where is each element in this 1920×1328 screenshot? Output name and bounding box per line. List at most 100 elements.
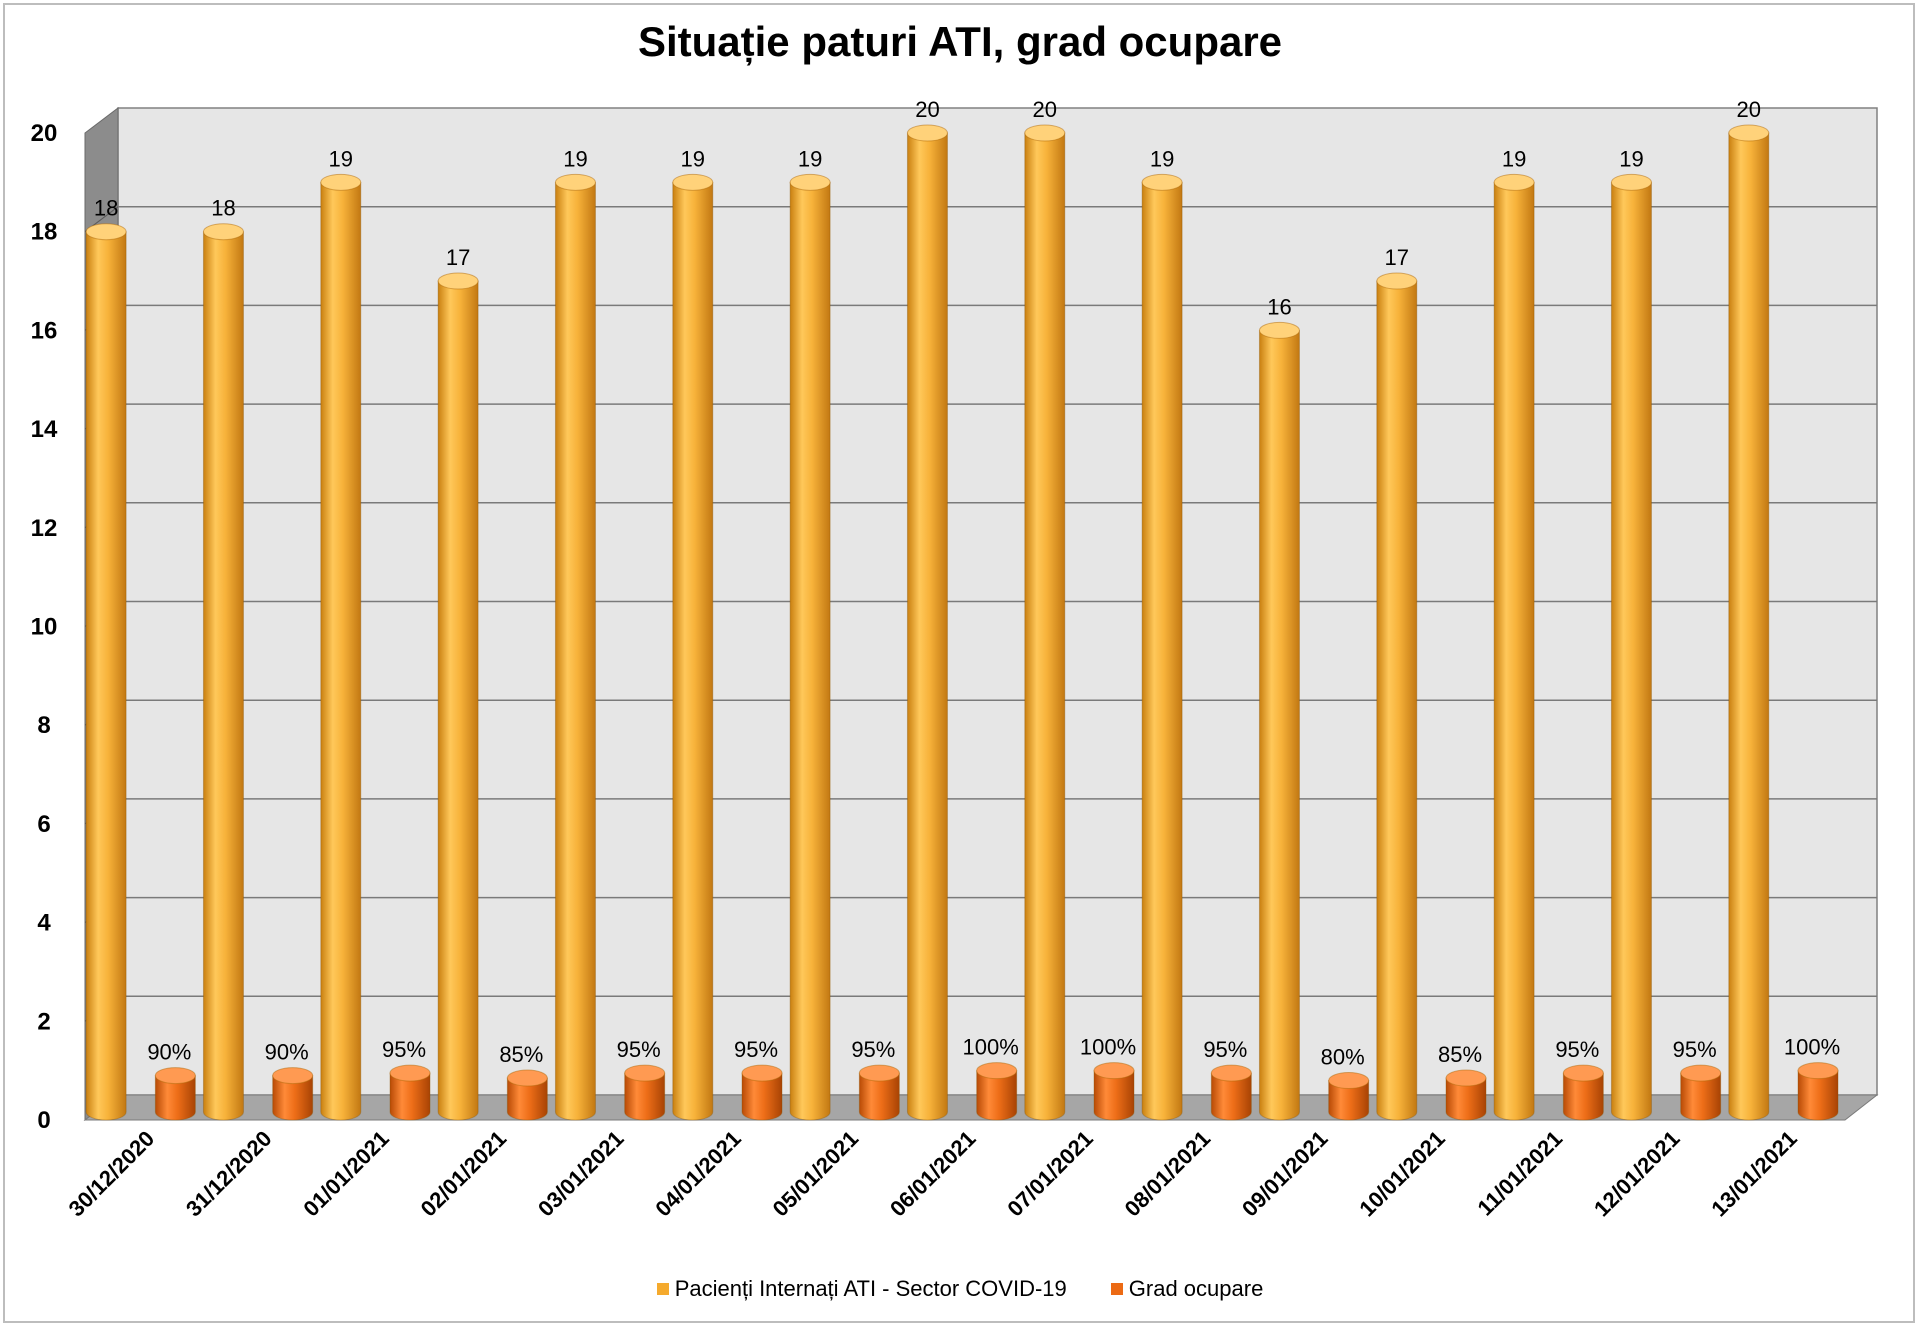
data-label-occupancy: 95% bbox=[1555, 1037, 1599, 1062]
bar-patients bbox=[906, 124, 948, 1121]
y-tick-label: 16 bbox=[31, 317, 58, 344]
data-label-patients: 18 bbox=[211, 196, 235, 221]
bar-patients bbox=[437, 272, 479, 1121]
bar-body bbox=[1728, 132, 1770, 1121]
bar-body bbox=[1610, 181, 1652, 1121]
data-label-patients: 19 bbox=[681, 146, 705, 171]
y-tick-label: 18 bbox=[31, 219, 58, 246]
bar-top bbox=[389, 1064, 431, 1082]
bar-occupancy bbox=[154, 1067, 196, 1121]
bar-body bbox=[1210, 1072, 1252, 1121]
bar-body bbox=[506, 1077, 548, 1121]
bar-top bbox=[741, 1064, 783, 1082]
data-label-occupancy: 90% bbox=[147, 1040, 191, 1065]
bar-body bbox=[624, 1072, 666, 1121]
bar-occupancy bbox=[1680, 1064, 1722, 1121]
bar-body bbox=[202, 231, 244, 1121]
bar-top bbox=[506, 1069, 548, 1087]
bar-body bbox=[272, 1075, 314, 1121]
bar-body bbox=[741, 1072, 783, 1121]
bar-patients bbox=[1141, 173, 1183, 1121]
legend: Pacienți Internați ATI - Sector COVID-19… bbox=[0, 1276, 1920, 1302]
legend-item-occupancy: Grad ocupare bbox=[1110, 1276, 1263, 1302]
y-tick-label: 10 bbox=[31, 614, 58, 641]
data-label-patients: 19 bbox=[329, 146, 353, 171]
bar-body bbox=[789, 181, 831, 1121]
legend-item-patients: Pacienți Internați ATI - Sector COVID-19 bbox=[656, 1276, 1067, 1302]
x-tick-label: 10/01/2021 bbox=[1354, 1126, 1450, 1222]
bar-patients bbox=[1024, 124, 1066, 1121]
data-label-occupancy: 95% bbox=[1203, 1037, 1247, 1062]
x-tick-label: 07/01/2021 bbox=[1002, 1126, 1098, 1222]
y-tick-label: 14 bbox=[31, 416, 58, 443]
data-label-occupancy: 95% bbox=[382, 1037, 426, 1062]
bar-top bbox=[320, 173, 362, 191]
data-label-patients: 20 bbox=[915, 97, 939, 122]
bar-top bbox=[85, 223, 127, 241]
y-tick-label: 8 bbox=[37, 712, 50, 739]
bar-top bbox=[789, 173, 831, 191]
x-tick-label: 01/01/2021 bbox=[298, 1126, 394, 1222]
bar-occupancy bbox=[1328, 1072, 1370, 1121]
data-label-patients: 17 bbox=[1385, 245, 1409, 270]
data-label-patients: 19 bbox=[1502, 146, 1526, 171]
data-label-occupancy: 85% bbox=[1438, 1042, 1482, 1067]
x-tick-label: 02/01/2021 bbox=[416, 1126, 512, 1222]
bar-patients bbox=[1728, 124, 1770, 1121]
data-label-patients: 17 bbox=[446, 245, 470, 270]
bar-top bbox=[1376, 272, 1418, 290]
y-tick-label: 0 bbox=[37, 1107, 50, 1134]
bar-occupancy bbox=[1093, 1062, 1135, 1121]
bar-top bbox=[624, 1064, 666, 1082]
bar-patients bbox=[1493, 173, 1535, 1121]
bar-patients bbox=[85, 223, 127, 1121]
bar-body bbox=[154, 1075, 196, 1121]
x-tick-label: 13/01/2021 bbox=[1706, 1126, 1802, 1222]
x-tick-label: 09/01/2021 bbox=[1237, 1126, 1333, 1222]
y-tick-label: 4 bbox=[37, 910, 51, 937]
y-tick-label: 12 bbox=[31, 515, 58, 542]
x-tick-label: 31/12/2020 bbox=[181, 1126, 277, 1222]
data-label-occupancy: 100% bbox=[963, 1035, 1019, 1060]
bar-patients bbox=[1376, 272, 1418, 1121]
bar-body bbox=[858, 1072, 900, 1121]
bar-occupancy bbox=[1445, 1069, 1487, 1121]
bar-body bbox=[320, 181, 362, 1121]
bar-top bbox=[976, 1062, 1018, 1080]
y-tick-label: 20 bbox=[31, 120, 58, 147]
bar-top bbox=[858, 1064, 900, 1082]
bar-top bbox=[672, 173, 714, 191]
x-tick-label: 05/01/2021 bbox=[768, 1126, 864, 1222]
bar-body bbox=[85, 231, 127, 1121]
data-label-occupancy: 85% bbox=[499, 1042, 543, 1067]
x-tick-label: 11/01/2021 bbox=[1473, 1126, 1568, 1221]
bar-body bbox=[1093, 1070, 1135, 1121]
bar-body bbox=[1680, 1072, 1722, 1121]
bar-occupancy bbox=[1210, 1064, 1252, 1121]
data-label-patients: 18 bbox=[94, 196, 118, 221]
x-tick-label: 08/01/2021 bbox=[1120, 1126, 1216, 1222]
bar-body bbox=[554, 181, 596, 1121]
bar-top bbox=[437, 272, 479, 290]
bar-body bbox=[672, 181, 714, 1121]
bar-body bbox=[1797, 1070, 1839, 1121]
bar-body bbox=[906, 132, 948, 1121]
bar-top bbox=[1141, 173, 1183, 191]
data-label-patients: 19 bbox=[1150, 146, 1174, 171]
bar-top bbox=[1728, 124, 1770, 142]
data-label-patients: 19 bbox=[798, 146, 822, 171]
data-label-patients: 19 bbox=[563, 146, 587, 171]
bar-body bbox=[437, 280, 479, 1121]
bar-top bbox=[202, 223, 244, 241]
bar-top bbox=[1680, 1064, 1722, 1082]
bar-top bbox=[1093, 1062, 1135, 1080]
data-label-occupancy: 95% bbox=[617, 1037, 661, 1062]
bar-occupancy bbox=[624, 1064, 666, 1121]
bar-occupancy bbox=[272, 1067, 314, 1121]
data-label-occupancy: 95% bbox=[734, 1037, 778, 1062]
legend-label-patients: Pacienți Internați ATI - Sector COVID-19 bbox=[674, 1276, 1067, 1301]
chart-title: Situație paturi ATI, grad ocupare bbox=[637, 18, 1283, 65]
bar-top bbox=[1024, 124, 1066, 142]
bar-patients bbox=[1258, 321, 1300, 1121]
bar-body bbox=[389, 1072, 431, 1121]
